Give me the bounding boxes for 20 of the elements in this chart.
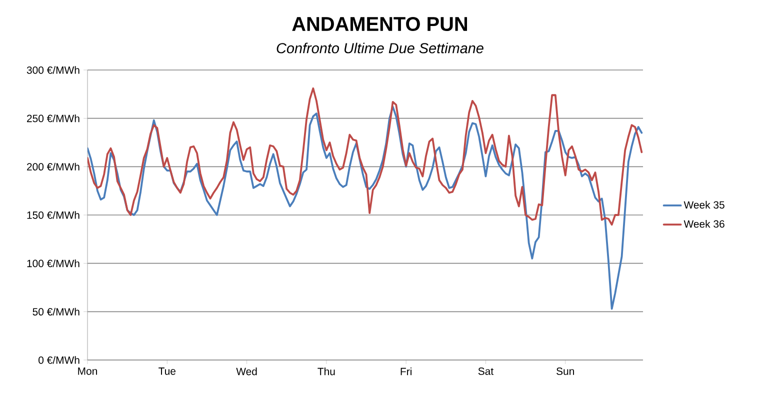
line-series [88, 87, 643, 226]
y-tick-label: 100 €/MWh [27, 259, 80, 268]
x-tick-label: Mon [78, 368, 97, 375]
x-tick-label: Fri [400, 368, 412, 376]
x-tick-label: Thu [318, 368, 335, 376]
y-tick-label: 300 €/MWh [26, 66, 80, 74]
legend-label: Week 35 [684, 200, 724, 209]
line-series [88, 106, 643, 310]
chart-subtitle: Confronto Ultime Due Settimane [276, 42, 484, 54]
y-tick-label: 150 €/MWh [27, 211, 80, 219]
x-tick-label: Sun [556, 368, 574, 375]
y-tick-label: 0 €/MWh [38, 356, 80, 364]
y-tick-label: 50 €/MWh [32, 308, 80, 316]
chart-title: ANDAMENTO PUN [292, 16, 468, 32]
x-tick-label: Wed [236, 368, 257, 376]
legend-label: Week 36 [684, 220, 724, 228]
y-tick-label: 250 €/MWh [27, 114, 80, 122]
x-tick-label: Tue [158, 368, 176, 375]
y-tick-label: 200 €/MWh [27, 162, 80, 171]
x-tick-label: Sat [478, 368, 494, 375]
